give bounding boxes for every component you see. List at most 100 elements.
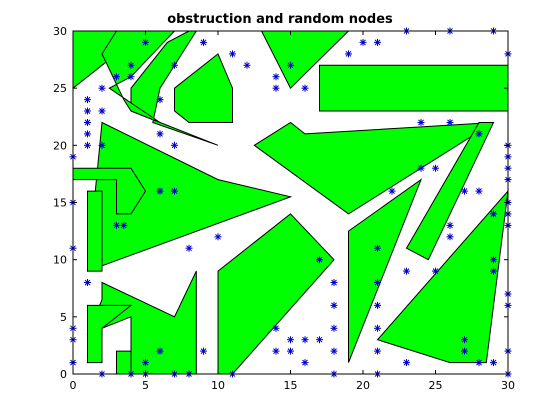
node-marker-7 bbox=[84, 96, 91, 104]
node-marker-62 bbox=[374, 244, 381, 252]
node-marker-43 bbox=[272, 84, 280, 92]
node-marker-63 bbox=[374, 279, 381, 286]
node-marker-60 bbox=[359, 38, 367, 46]
chart-title: obstruction and random nodes bbox=[167, 12, 393, 27]
node-marker-45 bbox=[272, 347, 280, 355]
node-marker-79 bbox=[446, 233, 454, 241]
y-tick-label: 0 bbox=[60, 368, 67, 381]
obstacle-polygon-16 bbox=[116, 350, 132, 375]
node-marker-70 bbox=[403, 267, 410, 275]
x-tick-label: 10 bbox=[211, 379, 225, 392]
y-tick-label: 10 bbox=[53, 254, 67, 267]
y-tick-label: 5 bbox=[60, 311, 67, 324]
obstacle-polygon-8 bbox=[253, 121, 494, 215]
node-marker-21 bbox=[127, 73, 135, 81]
node-marker-34 bbox=[185, 244, 193, 252]
node-marker-56 bbox=[330, 324, 338, 332]
node-marker-82 bbox=[461, 347, 468, 355]
y-tick-label: 15 bbox=[53, 197, 67, 210]
node-marker-15 bbox=[98, 141, 106, 149]
obstacle-polygon-4 bbox=[174, 53, 233, 123]
node-marker-51 bbox=[301, 359, 309, 367]
node-marker-55 bbox=[330, 301, 338, 309]
node-marker-38 bbox=[214, 233, 222, 241]
node-marker-64 bbox=[374, 301, 381, 309]
obstacle-polygon-6 bbox=[319, 64, 509, 112]
x-tick-label: 15 bbox=[284, 379, 298, 392]
node-marker-32 bbox=[171, 187, 178, 195]
node-marker-10 bbox=[84, 130, 91, 138]
obstacle-layer bbox=[72, 30, 509, 375]
obstacle-polygon-9 bbox=[405, 122, 495, 261]
node-marker-84 bbox=[475, 187, 483, 195]
node-marker-85 bbox=[475, 359, 483, 367]
node-marker-39 bbox=[229, 50, 236, 58]
node-marker-46 bbox=[287, 61, 294, 69]
node-marker-42 bbox=[272, 73, 280, 81]
y-tick-label: 25 bbox=[53, 82, 67, 95]
node-marker-66 bbox=[374, 347, 381, 355]
y-axis: 0 5 10 15 20 25 30 bbox=[53, 25, 508, 381]
node-marker-13 bbox=[98, 84, 106, 92]
node-marker-53 bbox=[316, 256, 323, 264]
node-marker-49 bbox=[301, 84, 309, 92]
node-marker-17 bbox=[113, 73, 120, 81]
x-tick-label: 0 bbox=[70, 379, 77, 392]
node-marker-75 bbox=[432, 267, 439, 275]
node-marker-36 bbox=[200, 38, 207, 46]
node-marker-14 bbox=[98, 107, 106, 115]
node-marker-52 bbox=[316, 336, 323, 344]
node-marker-74 bbox=[432, 164, 439, 172]
x-tick-label: 5 bbox=[142, 379, 149, 392]
node-marker-87 bbox=[490, 210, 497, 218]
node-marker-68 bbox=[388, 187, 396, 195]
node-marker-90 bbox=[490, 359, 497, 367]
node-marker-41 bbox=[243, 61, 251, 69]
node-marker-11 bbox=[84, 141, 91, 149]
node-marker-61 bbox=[374, 38, 381, 46]
obstacle-polygon-10 bbox=[72, 167, 147, 215]
node-marker-54 bbox=[330, 279, 338, 286]
node-marker-9 bbox=[84, 119, 91, 126]
node-marker-29 bbox=[156, 347, 164, 355]
node-marker-77 bbox=[446, 119, 454, 126]
x-tick-label: 20 bbox=[356, 379, 370, 392]
node-marker-71 bbox=[403, 359, 410, 367]
x-tick-label: 30 bbox=[501, 379, 515, 392]
node-marker-81 bbox=[461, 336, 468, 344]
node-marker-12 bbox=[84, 279, 91, 286]
node-marker-89 bbox=[490, 267, 497, 275]
node-marker-30 bbox=[171, 61, 178, 69]
node-marker-18 bbox=[113, 221, 120, 229]
node-marker-72 bbox=[417, 119, 425, 126]
node-marker-26 bbox=[156, 96, 164, 104]
node-marker-59 bbox=[345, 50, 352, 58]
node-marker-47 bbox=[287, 336, 294, 344]
y-tick-label: 20 bbox=[53, 139, 67, 152]
node-marker-73 bbox=[417, 164, 425, 172]
node-marker-19 bbox=[120, 221, 128, 229]
node-marker-78 bbox=[446, 221, 454, 229]
node-marker-24 bbox=[142, 359, 149, 367]
node-marker-23 bbox=[142, 38, 149, 46]
obstacle-polygon-15 bbox=[87, 304, 133, 364]
obstacle-polygon-11 bbox=[87, 190, 103, 272]
node-marker-20 bbox=[127, 61, 135, 69]
node-marker-50 bbox=[301, 336, 309, 344]
node-marker-57 bbox=[330, 347, 338, 355]
node-marker-83 bbox=[475, 130, 483, 138]
node-marker-80 bbox=[461, 187, 468, 195]
x-tick-label: 25 bbox=[429, 379, 443, 392]
node-marker-44 bbox=[272, 324, 280, 332]
node-marker-8 bbox=[84, 107, 91, 115]
node-marker-65 bbox=[374, 324, 381, 332]
y-tick-label: 30 bbox=[53, 25, 67, 38]
node-marker-88 bbox=[490, 256, 497, 264]
node-marker-28 bbox=[156, 187, 164, 195]
node-marker-48 bbox=[287, 347, 294, 355]
node-marker-31 bbox=[171, 141, 178, 149]
node-marker-37 bbox=[200, 347, 207, 355]
node-marker-27 bbox=[156, 130, 164, 138]
obstacle-polygon-17 bbox=[376, 189, 509, 364]
